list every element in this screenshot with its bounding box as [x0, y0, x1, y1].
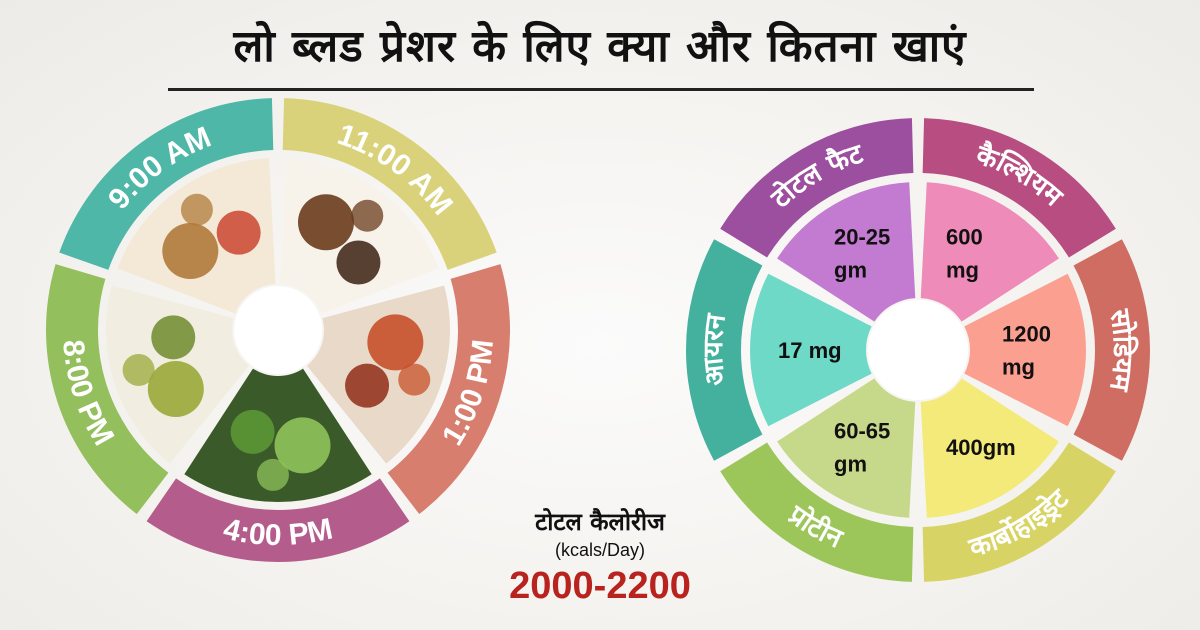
nutrient-ring-segment — [720, 442, 914, 582]
nutrient-value-text: gm — [834, 258, 867, 283]
nutrient-value-text: mg — [946, 258, 979, 283]
food-wraps-item — [162, 223, 219, 280]
meal-time-segment — [146, 478, 410, 562]
guava-item — [256, 458, 289, 491]
guava-item — [230, 409, 275, 454]
coffee-cup-item — [351, 199, 384, 232]
nutrient-value-segment — [777, 378, 916, 518]
nutrient-value-segment — [964, 273, 1086, 427]
meal-time-wheel: 9:00 AM 11:00 AM1:00 PM4:00 PM8:00 PM — [45, 98, 510, 562]
total-calories-unit: (kcals/Day) — [554, 540, 645, 560]
nutrient-wheel: टोटल फैट20-25gmकैल्शियम600mgसोडियम1200mg… — [686, 118, 1151, 582]
nutrient-value-segment — [920, 378, 1059, 518]
nutrient-ring-segment — [922, 118, 1116, 258]
food-wraps-item — [216, 210, 261, 255]
title-underline — [168, 88, 1034, 91]
guava-item — [274, 417, 331, 474]
total-calories-value: 2000-2200 — [509, 565, 691, 607]
coffee-cup-item — [297, 194, 354, 251]
food-wraps-item — [180, 193, 213, 226]
nutrient-value-segment — [750, 273, 872, 427]
nutrient-ring-segment — [720, 118, 914, 258]
nutrient-value-text: 60-65 — [834, 418, 890, 443]
nutrient-value-text: 20-25 — [834, 225, 890, 250]
total-calories-box: टोटल कैलोरीज (kcals/Day) 2000-2200 — [430, 505, 770, 608]
nutrient-value-text: 17 mg — [778, 338, 842, 363]
nutrient-name-label: आयरन — [698, 311, 732, 387]
nutrient-value-segment — [777, 182, 916, 322]
green-dal-item — [147, 361, 204, 417]
nutrient-ring-segment — [1073, 239, 1151, 461]
total-calories-label: टोटल कैलोरीज — [535, 508, 665, 536]
meal-time-segment — [282, 98, 497, 270]
page-title: लो ब्लड प्रेशर के लिए क्या और कितना खाएं — [233, 21, 967, 72]
chicken-curry-item — [345, 363, 390, 408]
nutrient-name-label: सोडियम — [1103, 307, 1139, 394]
nutrient-ring-segment — [922, 442, 1116, 582]
nutrient-value-text: 1200 — [1002, 322, 1051, 347]
meal-time-segment — [387, 264, 510, 515]
meal-time-segment — [45, 264, 169, 515]
nutrient-value-text: 400gm — [946, 435, 1016, 460]
chicken-curry-item — [367, 314, 424, 371]
chicken-curry-item — [398, 363, 431, 396]
nutrient-value-text: gm — [834, 451, 867, 476]
nutrient-value-text: mg — [1002, 355, 1035, 380]
nutrient-ring-segment — [686, 239, 763, 461]
green-dal-item — [151, 315, 196, 360]
nutrient-value-segment — [920, 182, 1059, 322]
green-dal-item — [122, 353, 155, 386]
nutrient-wheel-center — [868, 300, 968, 400]
meal-time-segment — [59, 98, 274, 270]
nutrient-value-text: 600 — [946, 225, 983, 250]
coffee-cup-item — [336, 240, 381, 285]
meal-wheel-center — [234, 286, 322, 374]
